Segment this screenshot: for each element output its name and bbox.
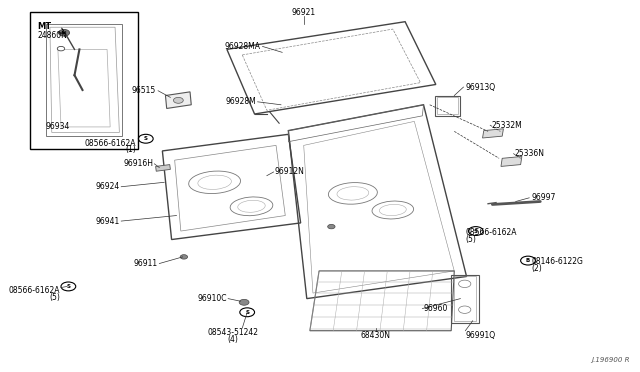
- Text: 08146-6122G: 08146-6122G: [531, 257, 583, 266]
- Circle shape: [58, 46, 65, 51]
- Text: 68430N: 68430N: [360, 331, 390, 340]
- Text: B: B: [526, 258, 530, 263]
- Text: S: S: [474, 228, 478, 234]
- Text: 96941: 96941: [95, 217, 120, 225]
- Text: (1): (1): [125, 145, 136, 154]
- Text: (5): (5): [465, 235, 476, 244]
- Polygon shape: [156, 164, 170, 171]
- Circle shape: [180, 255, 188, 259]
- Text: 08543-51242: 08543-51242: [207, 328, 259, 337]
- Polygon shape: [483, 129, 504, 138]
- Text: 96912N: 96912N: [275, 167, 305, 176]
- Text: S: S: [144, 136, 148, 141]
- Text: 96910C: 96910C: [197, 294, 227, 303]
- Circle shape: [239, 299, 249, 305]
- Text: 24860N: 24860N: [38, 31, 67, 40]
- Text: 25332M: 25332M: [491, 121, 522, 129]
- Text: 96921: 96921: [292, 8, 316, 17]
- Text: 08566-6162A: 08566-6162A: [84, 139, 136, 148]
- Circle shape: [328, 224, 335, 229]
- Text: J.196900 R: J.196900 R: [591, 357, 629, 363]
- Text: S: S: [67, 284, 70, 289]
- Text: 96913Q: 96913Q: [465, 83, 495, 92]
- Polygon shape: [166, 92, 191, 109]
- Text: MT: MT: [38, 22, 52, 31]
- Text: 08566-6162A: 08566-6162A: [8, 286, 60, 295]
- Text: 96928MA: 96928MA: [225, 42, 260, 51]
- Text: 96916H: 96916H: [123, 159, 153, 169]
- Circle shape: [58, 29, 70, 36]
- Text: 96997: 96997: [531, 193, 556, 202]
- Text: 96911: 96911: [134, 259, 158, 268]
- Circle shape: [173, 97, 183, 103]
- Text: S: S: [245, 310, 249, 315]
- Text: (5): (5): [49, 293, 60, 302]
- Text: (4): (4): [228, 335, 239, 344]
- Text: 96991Q: 96991Q: [465, 331, 495, 340]
- Text: 08566-6162A: 08566-6162A: [465, 228, 517, 237]
- Text: 96960: 96960: [424, 304, 448, 313]
- Text: 96934: 96934: [45, 122, 70, 131]
- Text: (2): (2): [531, 263, 542, 273]
- Text: 25336N: 25336N: [515, 149, 545, 158]
- Polygon shape: [501, 157, 522, 166]
- Text: 96928M: 96928M: [226, 97, 257, 106]
- Bar: [30, 13, 138, 149]
- Text: 96924: 96924: [95, 182, 120, 191]
- Text: 96515: 96515: [132, 86, 156, 95]
